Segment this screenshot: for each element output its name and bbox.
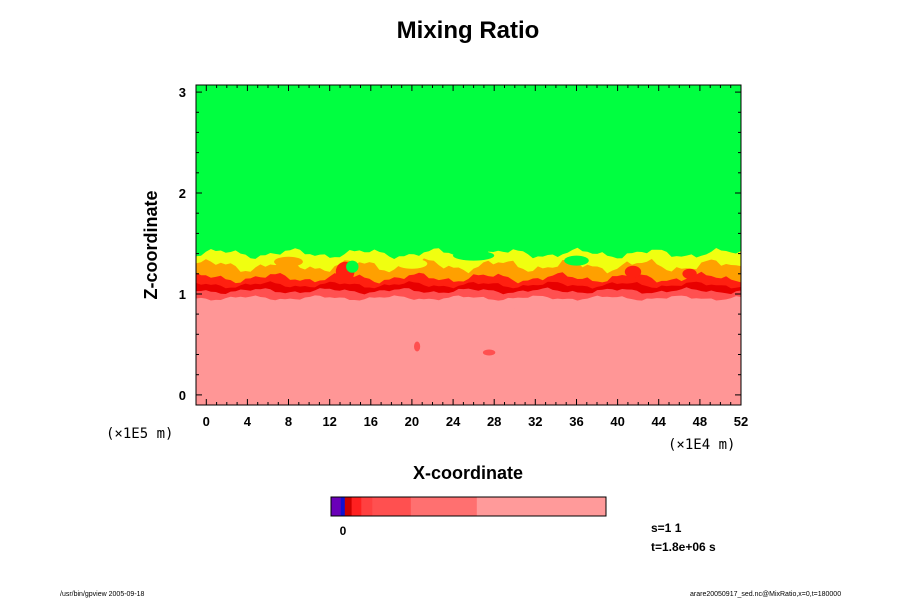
t-annotation: t=1.8e+06 s [651,540,716,554]
colorbar-segment-4 [361,497,373,516]
eddy-8 [408,311,446,328]
heatmap-field [196,85,741,405]
x-tick-label: 28 [487,414,501,429]
eddy-3 [564,255,589,266]
eddies [274,250,697,356]
eddy-6 [453,250,495,261]
x-tick-label: 4 [244,414,252,429]
x-tick-label: 44 [651,414,666,429]
x-tick-label: 8 [285,414,292,429]
colorbar-tick-label: 0 [340,524,347,538]
colorbar-segment-7 [476,497,607,516]
plot-frame [195,84,742,406]
eddy-9 [463,303,515,316]
x-axis-unit: (×1E4 m) [668,437,735,453]
x-tick-label: 52 [734,414,748,429]
x-tick-label: 48 [693,414,707,429]
x-tick-label: 12 [322,414,336,429]
x-tick-label: 40 [610,414,624,429]
eddy-7 [274,256,303,267]
eddy-12 [482,349,496,356]
footer-left: /usr/bin/gpview 2005-09-18 [60,591,145,598]
y-tick-label: 2 [179,186,186,201]
lower-region [196,295,741,405]
y-tick-label: 3 [179,85,186,100]
colorbar-segment-0 [331,497,341,516]
x-tick-label: 32 [528,414,542,429]
eddy-1 [346,260,359,273]
y-axis-title: Z-coordinate [141,190,161,299]
x-tick-label: 16 [364,414,378,429]
eddy-5 [682,268,697,279]
y-tick-label: 0 [179,388,186,403]
colorbar-segment-3 [351,497,362,516]
chart-title: Mixing Ratio [397,17,540,44]
eddy-2 [396,258,428,269]
x-tick-label: 36 [569,414,583,429]
x-tick-label: 24 [446,414,461,429]
y-axis: 0 1 2 3 [179,85,741,403]
x-axis: 0 4 8 12 16 20 24 28 32 36 40 44 48 52 [195,85,748,429]
colorbar-segment-1 [340,497,345,516]
eddy-4 [624,265,642,278]
colorbar-segment-2 [344,497,352,516]
x-axis-title: X-coordinate [413,463,523,483]
colorbar-segment-5 [372,497,412,516]
y-tick-label: 1 [179,287,186,302]
colorbar [330,496,607,517]
x-tick-label: 0 [203,414,210,429]
x-tick-label: 20 [405,414,419,429]
colorbar-frame [330,496,607,517]
eddy-11 [414,341,421,352]
y-axis-unit: (×1E5 m) [106,426,173,442]
colorbar-segment-6 [410,497,478,516]
eddy-10 [660,314,678,331]
footer-right: arare20050917_sed.nc@MixRatio,x=0,t=1800… [690,591,841,598]
s-annotation: s=1 1 [651,521,682,535]
